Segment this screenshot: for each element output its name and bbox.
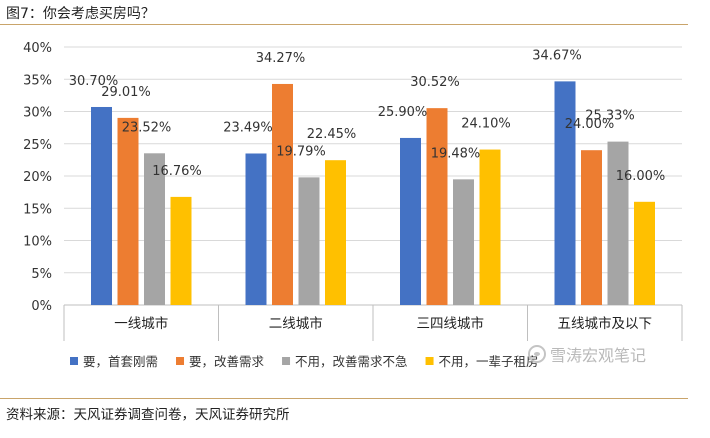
x-tick-label: 五线城市及以下 [558, 315, 653, 332]
y-tick-label: 35% [23, 73, 52, 88]
data-label: 16.00% [616, 169, 666, 184]
data-label: 19.79% [276, 144, 326, 159]
legend-label: 不用，改善需求不急 [295, 354, 408, 369]
bar [479, 149, 501, 305]
y-tick-label: 20% [23, 170, 52, 185]
source-note: 资料来源：天风证券调查问卷，天风证券研究所 [6, 407, 290, 423]
bar-chart: 0% 5% 10% 15% 20% 25% 30% 35% 40% 一线城市 二线城市 三四线城市 五线… [23, 41, 683, 369]
watermark-text: 雪涛宏观笔记 [550, 346, 647, 365]
y-tick-label: 5% [31, 267, 52, 282]
y-tick-label: 10% [23, 235, 52, 250]
data-label: 22.45% [307, 127, 357, 142]
bar [581, 150, 602, 305]
data-label: 16.76% [152, 164, 202, 179]
legend-label: 要，首套刚需 [83, 354, 158, 369]
y-tick-label: 30% [23, 106, 52, 121]
x-tick-label: 一线城市 [114, 315, 168, 332]
data-label: 25.33% [585, 109, 635, 124]
data-label: 23.52% [122, 120, 172, 135]
bar [117, 117, 139, 305]
figure-title: 图7：你会考虑买房吗？ [6, 6, 155, 22]
y-tick-label: 25% [23, 138, 52, 153]
y-tick-label: 15% [23, 202, 52, 217]
y-tick-label: 40% [23, 41, 52, 56]
data-label: 34.27% [256, 51, 306, 66]
data-label: 25.90% [378, 105, 428, 120]
data-label: 29.01% [101, 85, 151, 100]
bar [170, 196, 192, 305]
bottom-rule [0, 398, 688, 399]
legend-swatch [176, 357, 185, 365]
bar [400, 137, 421, 305]
bar [298, 177, 320, 305]
bar [272, 83, 293, 305]
top-rule [0, 24, 688, 25]
legend-swatch [282, 357, 291, 365]
bar [634, 201, 655, 305]
bar [245, 153, 267, 305]
data-label: 24.10% [461, 117, 511, 132]
bar [325, 160, 346, 305]
bar [144, 153, 165, 305]
watermark: 雪涛宏观笔记 [528, 342, 646, 366]
data-label: 30.52% [410, 75, 460, 90]
legend-swatch [70, 357, 78, 365]
legend-swatch [425, 357, 434, 365]
data-label: 23.49% [223, 120, 273, 135]
x-tick-label: 三四线城市 [417, 315, 485, 332]
wechat-icon [528, 345, 546, 363]
data-label: 24.00% [565, 117, 615, 132]
legend-label: 要，改善需求 [189, 354, 265, 369]
bar [607, 141, 629, 305]
data-label: 30.70% [69, 74, 119, 89]
y-tick-label: 0% [31, 299, 52, 314]
data-label: 34.67% [532, 48, 582, 63]
bar [453, 179, 474, 305]
legend-label: 不用，一辈子租房 [439, 354, 539, 369]
x-tick-label: 二线城市 [269, 315, 323, 332]
data-label: 19.48% [431, 146, 481, 161]
bar [554, 81, 576, 305]
bar [426, 108, 448, 305]
bar [91, 106, 112, 305]
